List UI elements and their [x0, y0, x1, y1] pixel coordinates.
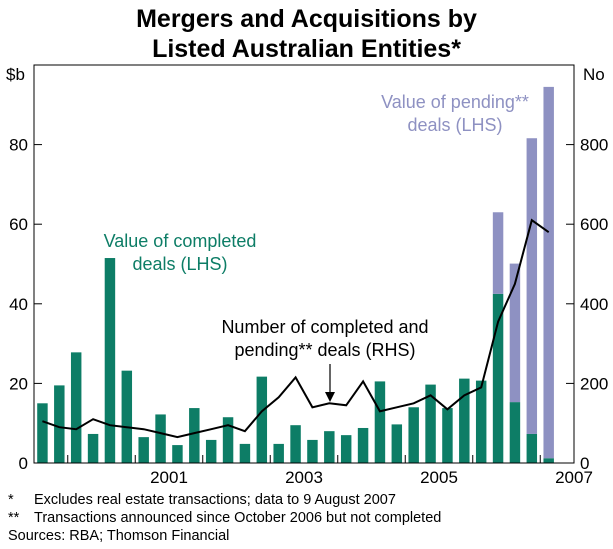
- bar-completed-2001-Q2: [155, 414, 166, 463]
- bar-completed-2001-Q3: [172, 445, 183, 463]
- footnote-1-text: Excludes real estate transactions; data …: [34, 492, 396, 508]
- right-tick-label-800: 800: [580, 136, 608, 155]
- annotation-pending-line-2: deals (LHS): [407, 115, 502, 135]
- bar-completed-2000-Q3: [104, 258, 116, 463]
- x-tick-label-2005: 2005: [420, 468, 458, 487]
- annotation-completed-line-2: deals (LHS): [132, 254, 227, 274]
- bar-pending-2007-Q1: [543, 86, 554, 459]
- left-tick-label-60: 60: [9, 215, 28, 234]
- footnote-2-text: Transactions announced since October 200…: [34, 510, 442, 526]
- bar-completed-2007-Q1: [543, 458, 554, 463]
- right-tick-label-400: 400: [580, 295, 608, 314]
- annotation-number-line-1: Number of completed and: [221, 317, 428, 337]
- bar-pending-2006-Q3: [509, 263, 521, 403]
- x-tick-label-2001: 2001: [150, 468, 188, 487]
- right-tick-label-600: 600: [580, 215, 608, 234]
- bar-completed-2003-Q4: [324, 431, 335, 463]
- footnote-2-mark: **: [8, 510, 20, 526]
- annotation-number-line-2: pending** deals (RHS): [234, 340, 415, 360]
- sources-note: Sources: RBA; Thomson Financial: [8, 528, 230, 544]
- bar-pending-2006-Q4: [526, 138, 538, 434]
- left-axis-unit: $b: [6, 65, 25, 84]
- bar-completed-2002-Q4: [256, 376, 268, 463]
- bar-completed-2001-Q1: [138, 437, 149, 463]
- bar-completed-2004-Q1: [340, 435, 352, 463]
- bar-completed-2003-Q1: [273, 443, 284, 463]
- annotation-arrow-head: [325, 392, 335, 402]
- bar-completed-2004-Q4: [391, 424, 403, 463]
- bar-completed-2001-Q4: [189, 408, 200, 463]
- right-axis-unit: No: [583, 65, 605, 84]
- bar-completed-2006-Q1: [475, 380, 487, 463]
- bar-completed-2004-Q3: [374, 381, 386, 463]
- annotation-completed-line-1: Value of completed: [104, 231, 257, 251]
- left-tick-label-40: 40: [9, 295, 28, 314]
- bar-completed-2003-Q2: [290, 425, 301, 463]
- bar-pending-2006-Q2: [492, 212, 504, 294]
- bar-completed-2002-Q3: [239, 443, 251, 463]
- annotation-pending-line-1: Value of pending**: [381, 92, 529, 112]
- bar-completed-1999-Q4: [54, 385, 65, 463]
- left-tick-label-0: 0: [19, 454, 28, 473]
- left-tick-label-20: 20: [9, 374, 28, 393]
- bars-group: [37, 86, 554, 463]
- right-tick-label-200: 200: [580, 374, 608, 393]
- line-number-of-deals: [42, 218, 550, 439]
- bar-completed-2005-Q2: [425, 384, 436, 463]
- bar-completed-2004-Q2: [357, 427, 369, 463]
- bar-completed-2006-Q2: [492, 293, 504, 463]
- bar-completed-2005-Q4: [459, 378, 470, 463]
- footnotes: * Excludes real estate transactions; data…: [8, 491, 441, 545]
- bar-completed-2006-Q4: [526, 433, 538, 463]
- plot-frame: [33, 64, 575, 464]
- right-tick-label-0: 0: [580, 454, 589, 473]
- chart-title-line-2: Listed Australian Entities*: [152, 35, 461, 63]
- footnote-1: * Excludes real estate transactions; data…: [8, 491, 441, 509]
- bar-completed-2002-Q2: [222, 417, 234, 463]
- line-group: [42, 218, 550, 439]
- bar-completed-2002-Q1: [205, 439, 217, 463]
- bar-completed-2000-Q2: [87, 433, 99, 463]
- left-tick-label-80: 80: [9, 136, 28, 155]
- bar-completed-2005-Q3: [442, 408, 453, 463]
- bar-completed-2000-Q4: [121, 370, 133, 463]
- bar-completed-2000-Q1: [70, 352, 82, 463]
- bar-completed-2003-Q3: [307, 439, 318, 463]
- bar-completed-2005-Q1: [408, 407, 419, 463]
- labels-group: 0 0 20 200 40 400 60 600 80 800 $b No 2001 2003 2005 20…: [6, 65, 608, 487]
- axes-group: [33, 64, 575, 464]
- bar-completed-1999-Q3: [37, 403, 48, 463]
- footnote-2: ** Transactions announced since October 2…: [8, 509, 441, 527]
- chart-title-line-1: Mergers and Acquisitions by: [136, 5, 477, 33]
- x-tick-label-2003: 2003: [285, 468, 323, 487]
- footnote-1-mark: *: [8, 492, 14, 508]
- x-tick-label-2007: 2007: [555, 468, 593, 487]
- bar-completed-2006-Q3: [509, 402, 521, 463]
